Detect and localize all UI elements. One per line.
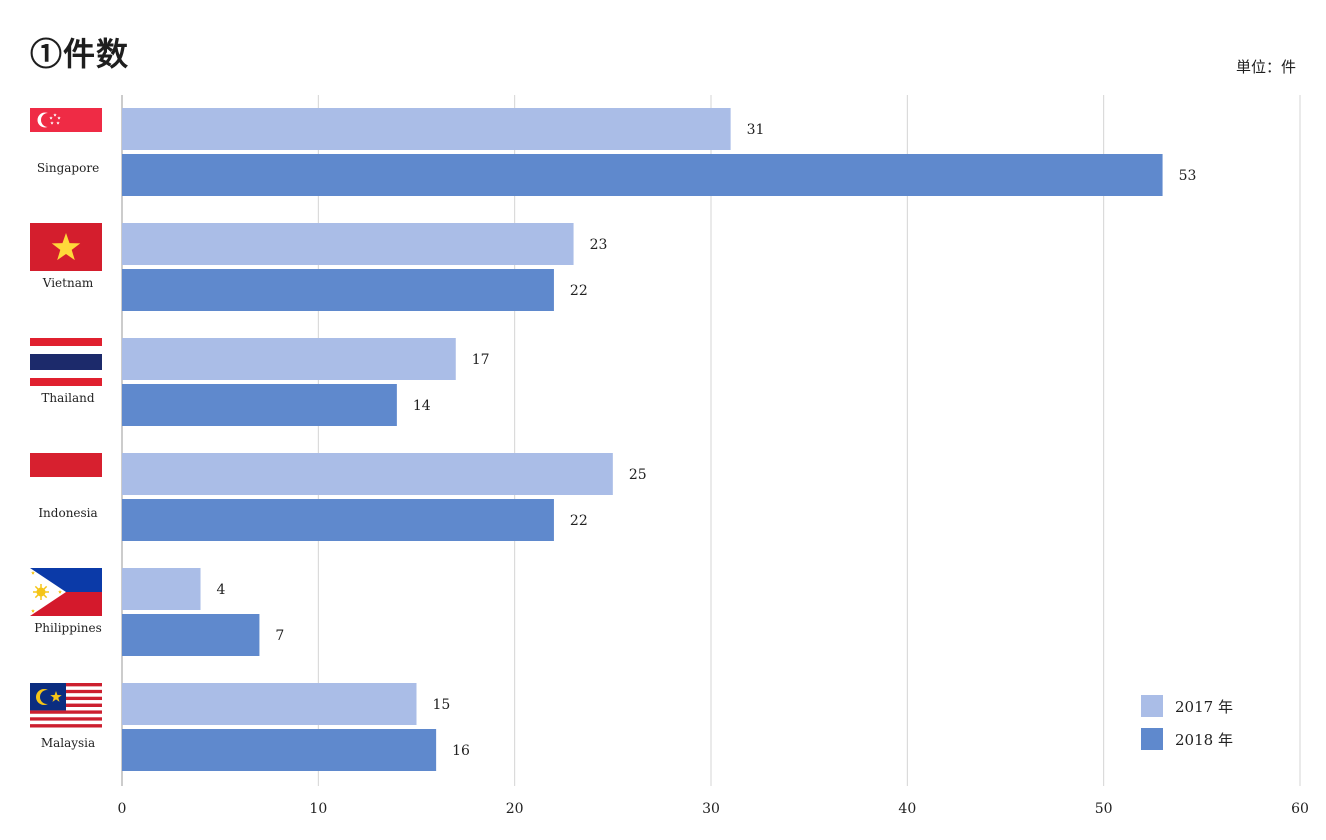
data-label: 4	[217, 582, 226, 598]
thailand-flag-icon	[30, 338, 102, 386]
x-tick-label: 60	[1291, 801, 1309, 817]
vietnam-flag-icon	[30, 223, 102, 271]
data-label: 31	[747, 122, 765, 138]
philippines-flag-icon	[30, 568, 102, 616]
data-label: 22	[570, 283, 588, 299]
bar-indonesia-series2	[122, 499, 554, 541]
data-label: 16	[452, 743, 470, 759]
bar-vietnam-series1	[122, 223, 574, 265]
indonesia-flag-icon	[30, 453, 102, 477]
bar-indonesia-series1	[122, 453, 613, 495]
data-label: 14	[413, 398, 431, 414]
bar-singapore-series2	[122, 154, 1163, 196]
unit-label: 単位：件	[1235, 58, 1296, 76]
data-label: 7	[275, 628, 284, 644]
category-label: Singapore	[37, 161, 99, 175]
bar-philippines-series1	[122, 568, 201, 610]
bar-malaysia-series1	[122, 683, 417, 725]
data-label: 17	[472, 352, 490, 368]
legend-label: 2018 年	[1175, 731, 1233, 749]
singapore-flag-icon	[30, 108, 102, 132]
bar-thailand-series2	[122, 384, 397, 426]
malaysia-flag-icon	[30, 683, 102, 731]
bar-malaysia-series2	[122, 729, 437, 771]
legend-label: 2017 年	[1175, 698, 1233, 716]
chart-title: ①件数	[30, 35, 130, 73]
category-label: Indonesia	[38, 506, 97, 520]
category-label: Philippines	[34, 621, 102, 635]
x-tick-label: 0	[118, 801, 127, 817]
x-tick-label: 40	[898, 801, 916, 817]
category-label: Vietnam	[42, 276, 94, 290]
x-tick-label: 20	[506, 801, 524, 817]
bar-thailand-series1	[122, 338, 456, 380]
category-label: Thailand	[41, 391, 94, 405]
x-tick-label: 10	[309, 801, 327, 817]
category-label: Malaysia	[41, 736, 95, 750]
x-tick-label: 50	[1095, 801, 1113, 817]
data-label: 22	[570, 513, 588, 529]
data-label: 23	[590, 237, 608, 253]
bar-philippines-series2	[122, 614, 260, 656]
data-label: 15	[433, 697, 451, 713]
bar-vietnam-series2	[122, 269, 554, 311]
data-label: 25	[629, 467, 647, 483]
bar-singapore-series1	[122, 108, 731, 150]
legend-swatch	[1141, 728, 1163, 750]
legend-swatch	[1141, 695, 1163, 717]
data-label: 53	[1179, 168, 1197, 184]
x-tick-label: 30	[702, 801, 720, 817]
